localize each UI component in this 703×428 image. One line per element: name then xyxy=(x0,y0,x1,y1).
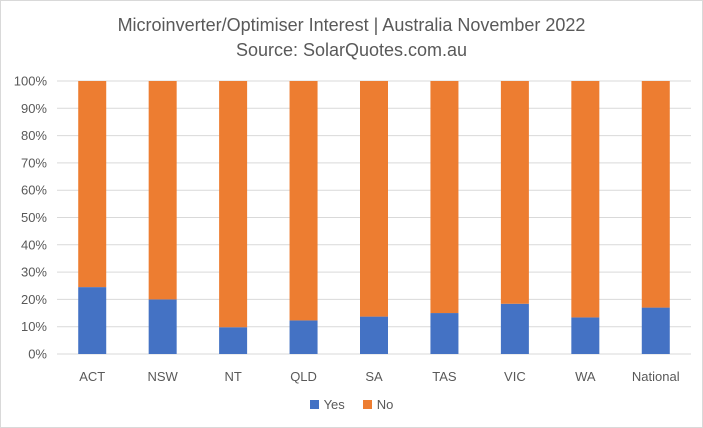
x-tick-label: VIC xyxy=(504,369,526,384)
legend-label-no: No xyxy=(376,397,394,412)
legend-item-yes: Yes xyxy=(309,397,345,412)
x-tick-label: NSW xyxy=(147,369,178,384)
x-tick-label: QLD xyxy=(290,369,317,384)
y-tick-label: 60% xyxy=(21,183,47,198)
y-tick-label: 20% xyxy=(21,292,47,307)
bar-no xyxy=(289,81,318,321)
bar-yes xyxy=(289,320,318,354)
bar-no xyxy=(430,81,459,314)
bar-yes xyxy=(78,287,107,354)
legend: Yes No xyxy=(1,397,702,412)
chart-subtitle: Source: SolarQuotes.com.au xyxy=(235,40,468,60)
bar-yes xyxy=(148,299,177,354)
bar-yes xyxy=(430,313,459,354)
x-tick-label: National xyxy=(632,369,680,384)
chart-title: Microinverter/Optimiser Interest | Austr… xyxy=(117,15,586,35)
x-tick-label: NT xyxy=(224,369,241,384)
x-tick-label: ACT xyxy=(79,369,105,384)
bar-yes xyxy=(500,303,529,354)
legend-swatch-yes xyxy=(309,400,319,409)
bar-no xyxy=(360,81,388,317)
legend-swatch-no xyxy=(362,400,372,409)
y-tick-label: 70% xyxy=(21,155,47,170)
bar-yes xyxy=(219,327,248,354)
y-tick-label: 50% xyxy=(21,210,47,225)
y-tick-label: 0% xyxy=(28,347,47,362)
bar-no xyxy=(219,81,248,328)
bar-no xyxy=(78,81,107,288)
bar-yes xyxy=(571,317,600,354)
x-tick-label: SA xyxy=(365,369,383,384)
bar-no xyxy=(500,81,529,304)
x-tick-label: TAS xyxy=(432,369,457,384)
y-tick-label: 30% xyxy=(21,265,47,280)
legend-item-no: No xyxy=(362,397,394,412)
y-tick-label: 80% xyxy=(21,128,47,143)
bar-yes xyxy=(641,307,670,354)
bar-no xyxy=(148,81,177,300)
bar-yes xyxy=(360,316,388,354)
y-tick-label: 90% xyxy=(21,101,47,116)
chart-title-block: Microinverter/Optimiser Interest | Austr… xyxy=(1,13,702,63)
y-tick-label: 100% xyxy=(14,74,48,89)
x-tick-label: WA xyxy=(575,369,596,384)
legend-label-yes: Yes xyxy=(323,397,345,412)
y-tick-label: 40% xyxy=(21,237,47,252)
y-tick-label: 10% xyxy=(21,319,47,334)
bar-no xyxy=(641,81,670,308)
bar-no xyxy=(571,81,600,318)
